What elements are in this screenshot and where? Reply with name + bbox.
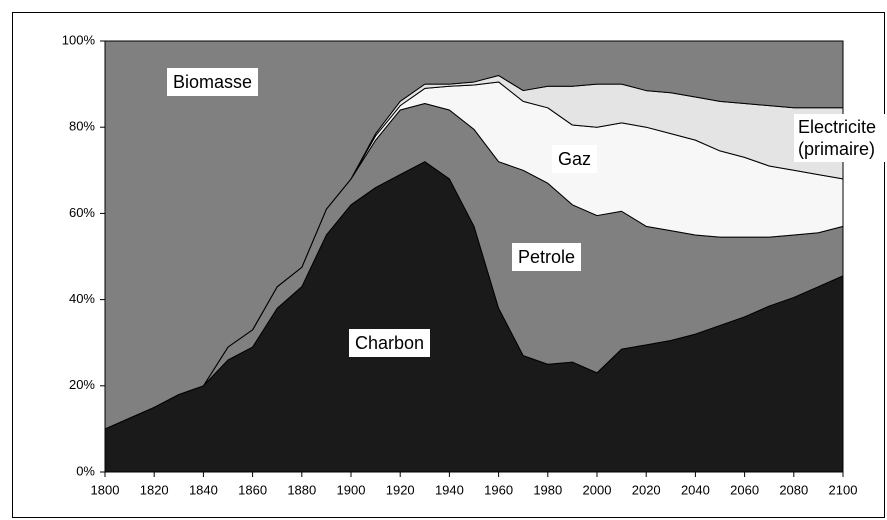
x-tick-label: 1960 <box>484 482 513 497</box>
y-tick-label: 100% <box>62 32 96 47</box>
x-tick-label: 2020 <box>632 482 661 497</box>
series-label: Electricite (primaire) <box>794 114 887 162</box>
x-tick-label: 1920 <box>386 482 415 497</box>
series-label: Petrole <box>512 243 582 271</box>
x-tick-label: 2000 <box>583 482 612 497</box>
x-tick-label: 1980 <box>533 482 562 497</box>
y-tick-label: 20% <box>69 377 95 392</box>
x-tick-label: 1860 <box>238 482 267 497</box>
plot-border <box>104 40 844 473</box>
y-tick-label: 0% <box>76 463 95 478</box>
x-tick-label: 1900 <box>337 482 366 497</box>
x-tick-label: 1940 <box>435 482 464 497</box>
x-tick-label: 1840 <box>189 482 218 497</box>
y-tick-label: 40% <box>69 291 95 306</box>
y-tick-label: 80% <box>69 119 95 134</box>
x-tick-label: 1820 <box>140 482 169 497</box>
x-tick-label: 2080 <box>779 482 808 497</box>
x-tick-label: 2040 <box>681 482 710 497</box>
series-label: Charbon <box>349 329 431 357</box>
x-tick-label: 1800 <box>91 482 120 497</box>
chart-frame <box>12 12 885 518</box>
y-tick-label: 60% <box>69 205 95 220</box>
x-tick-label: 1880 <box>287 482 316 497</box>
x-tick-label: 2100 <box>829 482 858 497</box>
x-tick-label: 2060 <box>730 482 759 497</box>
series-label: Gaz <box>552 145 598 173</box>
series-label: Biomasse <box>167 68 259 96</box>
